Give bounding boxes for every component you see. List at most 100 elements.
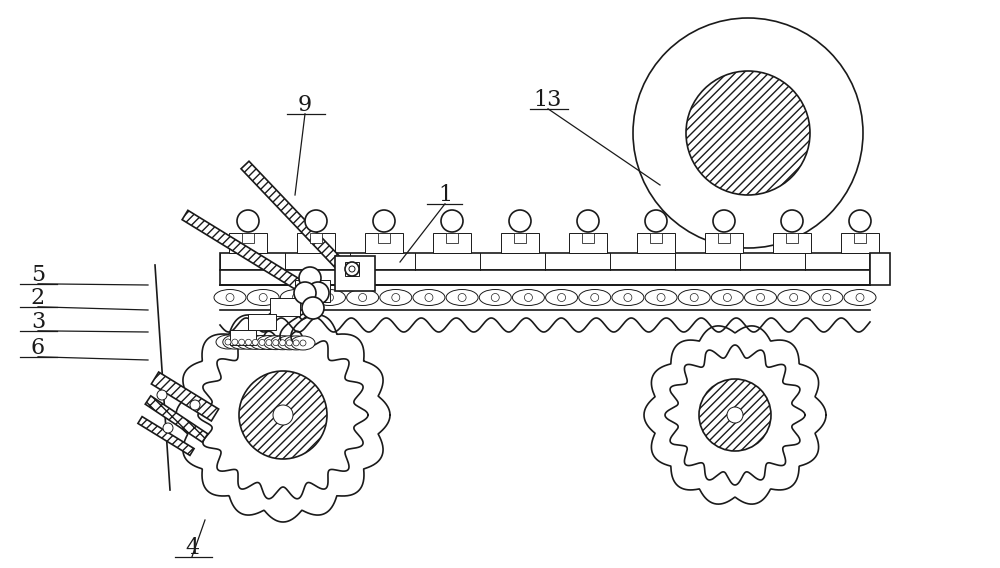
Ellipse shape	[380, 290, 412, 306]
Text: 6: 6	[31, 337, 45, 359]
Circle shape	[690, 294, 698, 302]
Bar	[295, 280, 330, 302]
Ellipse shape	[230, 335, 254, 349]
Ellipse shape	[778, 290, 810, 306]
Ellipse shape	[257, 336, 281, 349]
Bar	[786, 233, 798, 243]
Circle shape	[293, 340, 299, 346]
Bar	[433, 233, 471, 253]
Circle shape	[305, 210, 327, 232]
Circle shape	[509, 210, 531, 232]
Ellipse shape	[347, 290, 379, 306]
Polygon shape	[151, 372, 219, 421]
Circle shape	[300, 340, 306, 346]
Ellipse shape	[280, 290, 312, 306]
Circle shape	[259, 340, 265, 345]
Circle shape	[856, 294, 864, 302]
Bar	[870, 253, 890, 285]
Circle shape	[441, 210, 463, 232]
Circle shape	[624, 294, 632, 302]
Bar	[650, 233, 662, 243]
Circle shape	[266, 340, 272, 345]
Bar	[773, 233, 811, 253]
Ellipse shape	[844, 290, 876, 306]
Bar	[501, 233, 539, 253]
Ellipse shape	[216, 335, 240, 349]
Bar	[220, 253, 870, 270]
Bar	[345, 262, 359, 276]
Ellipse shape	[711, 290, 743, 306]
Text: 4: 4	[185, 537, 199, 559]
Bar	[335, 256, 375, 291]
Circle shape	[252, 339, 258, 345]
Circle shape	[425, 294, 433, 302]
Bar	[220, 270, 870, 285]
Polygon shape	[182, 210, 318, 300]
Circle shape	[790, 294, 798, 302]
Bar	[297, 233, 335, 253]
Bar	[229, 233, 267, 253]
Ellipse shape	[612, 290, 644, 306]
Bar	[270, 298, 300, 316]
Ellipse shape	[284, 336, 308, 350]
Text: 5: 5	[31, 264, 45, 286]
Circle shape	[458, 294, 466, 302]
Ellipse shape	[247, 290, 279, 306]
Bar	[230, 330, 256, 345]
Ellipse shape	[645, 290, 677, 306]
Text: 9: 9	[298, 94, 312, 116]
Circle shape	[727, 407, 743, 423]
Circle shape	[225, 339, 231, 345]
Bar	[378, 233, 390, 243]
Text: 1: 1	[438, 184, 452, 206]
Circle shape	[239, 371, 327, 459]
Polygon shape	[241, 161, 349, 274]
Circle shape	[373, 210, 395, 232]
Circle shape	[273, 405, 293, 425]
Text: 13: 13	[534, 89, 562, 111]
Bar	[365, 233, 403, 253]
Ellipse shape	[512, 290, 544, 306]
Circle shape	[392, 294, 400, 302]
Circle shape	[294, 282, 316, 304]
Circle shape	[781, 210, 803, 232]
Bar	[569, 233, 607, 253]
Text: 2: 2	[31, 287, 45, 309]
Circle shape	[757, 294, 765, 302]
Circle shape	[190, 400, 200, 410]
Circle shape	[349, 266, 355, 272]
Ellipse shape	[413, 290, 445, 306]
Circle shape	[645, 210, 667, 232]
Ellipse shape	[479, 290, 511, 306]
Bar	[446, 233, 458, 243]
Circle shape	[524, 294, 532, 302]
Ellipse shape	[678, 290, 710, 306]
Circle shape	[823, 294, 831, 302]
Circle shape	[245, 339, 251, 345]
Circle shape	[723, 294, 731, 302]
Bar	[705, 233, 743, 253]
Circle shape	[302, 297, 324, 319]
Ellipse shape	[271, 336, 295, 350]
Polygon shape	[138, 416, 194, 456]
Circle shape	[232, 339, 238, 345]
Ellipse shape	[214, 290, 246, 306]
Circle shape	[577, 210, 599, 232]
Circle shape	[849, 210, 871, 232]
Circle shape	[686, 71, 810, 195]
Circle shape	[292, 294, 300, 302]
Circle shape	[286, 340, 292, 346]
Circle shape	[226, 294, 234, 302]
Ellipse shape	[579, 290, 611, 306]
Circle shape	[491, 294, 499, 302]
Circle shape	[657, 294, 665, 302]
Bar	[514, 233, 526, 243]
Circle shape	[325, 294, 333, 302]
Polygon shape	[145, 396, 208, 442]
Bar	[242, 233, 254, 243]
Bar	[637, 233, 675, 253]
Ellipse shape	[243, 335, 267, 349]
Circle shape	[237, 210, 259, 232]
Text: 3: 3	[31, 311, 45, 333]
Ellipse shape	[264, 336, 288, 350]
